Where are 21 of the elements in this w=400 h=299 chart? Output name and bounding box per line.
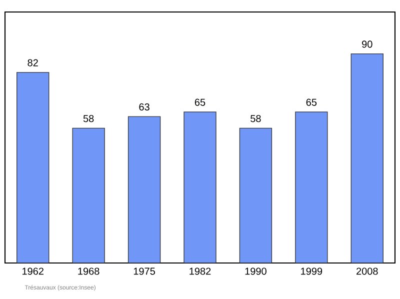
bar xyxy=(184,112,216,263)
data-label: 58 xyxy=(250,115,261,122)
data-label: 90 xyxy=(362,40,372,48)
data-label: 58 xyxy=(83,115,94,122)
x-tick-label: 2008 xyxy=(356,268,378,275)
bar xyxy=(295,112,328,263)
bar xyxy=(16,72,50,263)
x-tick-label: 1968 xyxy=(78,268,100,275)
data-label: 65 xyxy=(194,98,206,106)
data-label: 82 xyxy=(28,59,38,66)
data-label: 65 xyxy=(306,98,317,106)
bar xyxy=(239,128,272,263)
x-tick-label: 1990 xyxy=(245,268,266,275)
x-tick-label: 1999 xyxy=(301,268,322,275)
bar xyxy=(72,128,105,263)
data-label: 63 xyxy=(139,103,150,110)
x-tick-label: 1962 xyxy=(22,268,44,275)
x-tick-label: 1982 xyxy=(190,268,211,275)
bar xyxy=(128,116,161,263)
x-tick-label: 1975 xyxy=(134,268,155,275)
bar xyxy=(350,53,384,263)
